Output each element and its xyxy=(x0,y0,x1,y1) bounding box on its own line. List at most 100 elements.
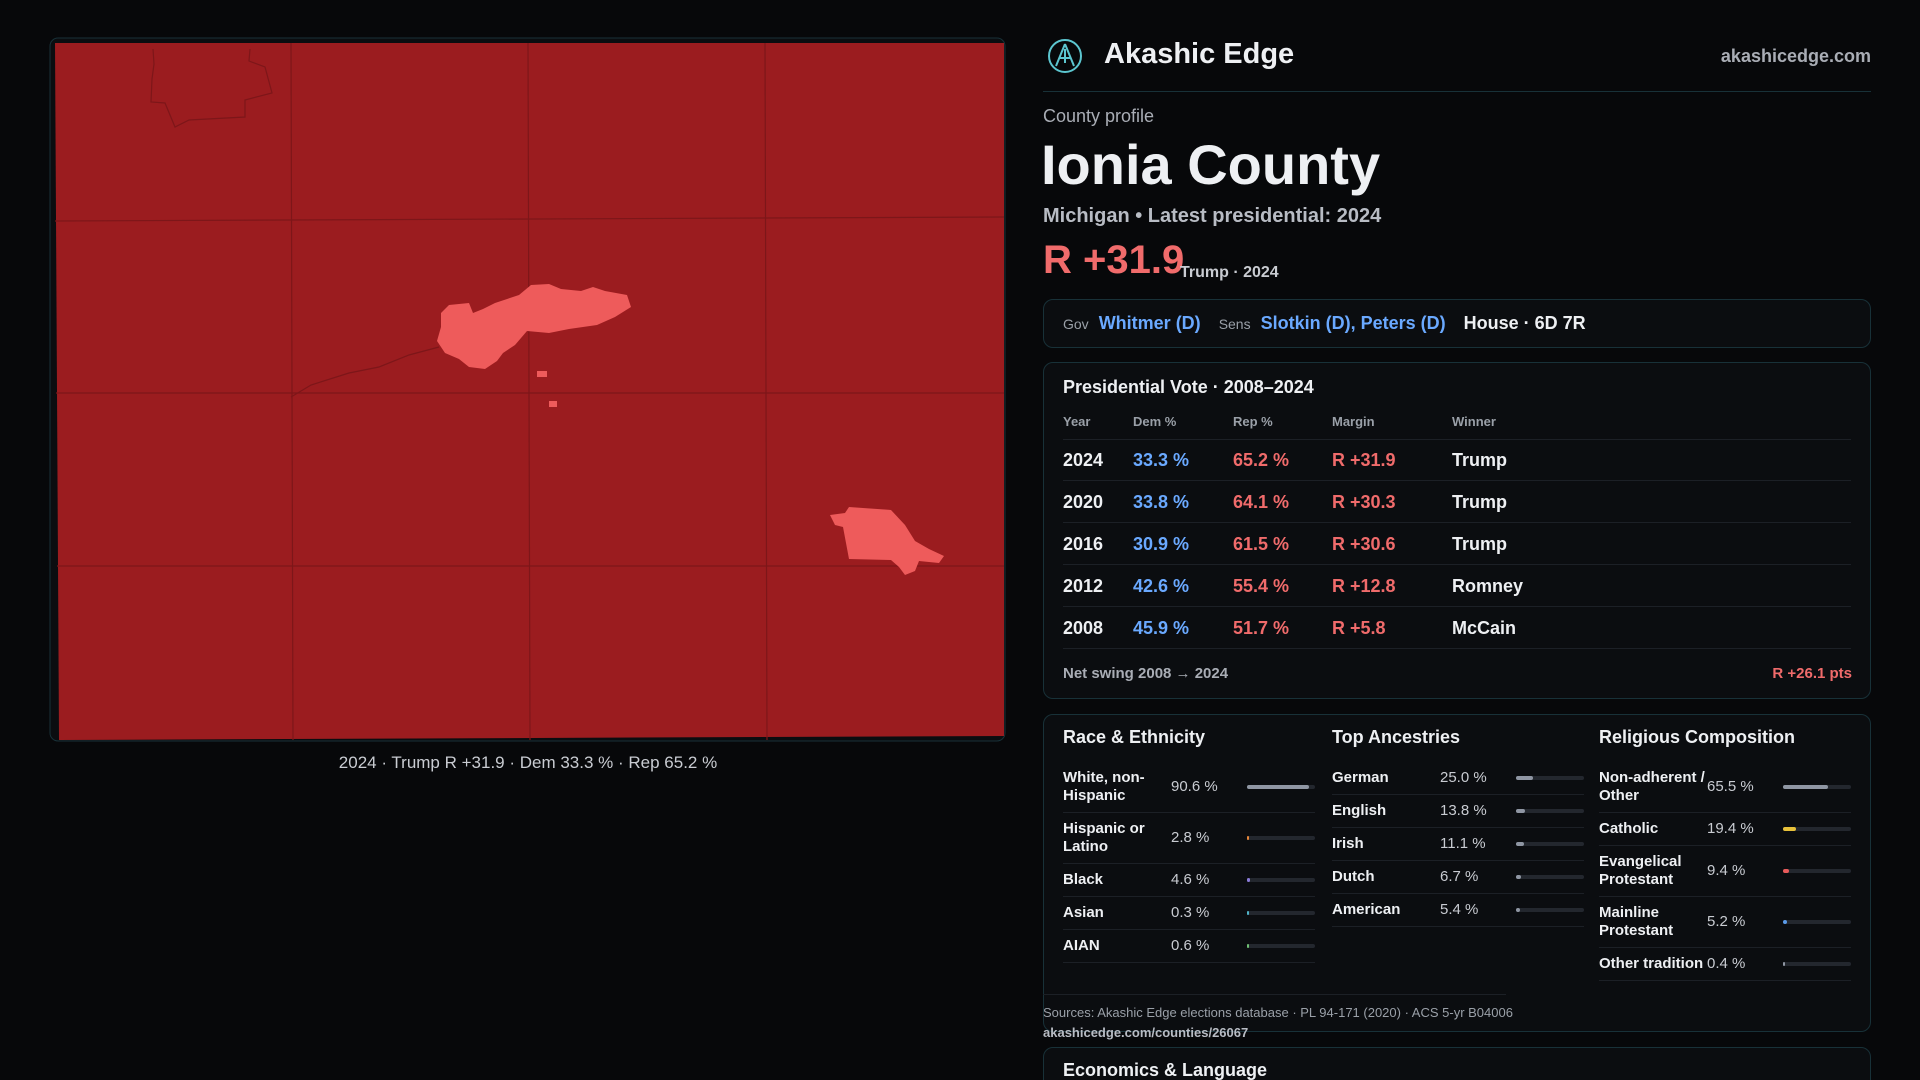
demographic-row: English 13.8 % xyxy=(1332,795,1584,828)
economics-panel: Economics & Language xyxy=(1043,1047,1871,1080)
bar xyxy=(1247,785,1309,789)
column-header: Winner xyxy=(1452,414,1496,429)
row-value: 19.4 % xyxy=(1707,820,1754,837)
table-cell: 30.9 % xyxy=(1133,534,1190,554)
row-label: Hispanic or Latino xyxy=(1063,820,1145,855)
column-header: Rep % xyxy=(1233,414,1273,429)
gov-label: Gov xyxy=(1063,316,1089,332)
demographic-row: Asian 0.3 % xyxy=(1063,897,1315,930)
column-header: Margin xyxy=(1332,414,1375,429)
bar xyxy=(1516,908,1520,912)
column-title: Race & Ethnicity xyxy=(1063,727,1206,747)
bar-track xyxy=(1783,962,1851,966)
bar xyxy=(1516,776,1533,780)
column-title: Top Ancestries xyxy=(1332,727,1461,747)
bar xyxy=(1247,911,1249,915)
table-cell: 45.9 % xyxy=(1133,618,1190,638)
demographic-row: Black 4.6 % xyxy=(1063,864,1315,897)
section-title: Economics & Language xyxy=(1063,1060,1268,1080)
bar xyxy=(1516,875,1521,879)
row-label: Evangelical Protestant xyxy=(1599,853,1682,888)
table-cell: 42.6 % xyxy=(1133,576,1190,596)
bar-track xyxy=(1516,776,1584,780)
row-value: 9.4 % xyxy=(1707,862,1746,879)
map-caption: 2024 · Trump R +31.9 · Dem 33.3 % · Rep … xyxy=(338,753,718,772)
table-cell: R +31.9 xyxy=(1332,450,1396,470)
bar xyxy=(1783,827,1797,831)
sens-label: Sens xyxy=(1218,316,1251,332)
township-lines xyxy=(54,42,1005,741)
table-cell: Trump xyxy=(1452,534,1508,554)
county-url[interactable]: akashicedge.com/counties/26067 xyxy=(1043,1025,1249,1040)
table-cell: R +5.8 xyxy=(1332,618,1386,638)
bar-track xyxy=(1783,785,1851,789)
table-cell: R +30.3 xyxy=(1332,492,1396,512)
row-value: 0.3 % xyxy=(1171,904,1210,921)
bar-track xyxy=(1247,878,1315,882)
sources: Sources: Akashic Edge elections database… xyxy=(1043,1005,1513,1020)
row-value: 65.5 % xyxy=(1707,778,1754,795)
demographic-row: Dutch 6.7 % xyxy=(1332,861,1584,894)
table-cell: 65.2 % xyxy=(1233,450,1290,470)
eyebrow: County profile xyxy=(1043,106,1155,126)
table-cell: 55.4 % xyxy=(1233,576,1290,596)
brand-logo xyxy=(1048,39,1082,73)
bar-track xyxy=(1516,842,1584,846)
demographic-row: Irish 11.1 % xyxy=(1332,828,1584,861)
county-subtitle: Michigan • Latest presidential: 2024 xyxy=(1043,205,1382,227)
row-label: Irish xyxy=(1332,835,1364,852)
demographic-row: Catholic 19.4 % xyxy=(1599,813,1851,846)
bar-track xyxy=(1247,785,1315,789)
table-cell: 64.1 % xyxy=(1233,492,1290,512)
divider xyxy=(1043,91,1871,92)
row-value: 5.4 % xyxy=(1440,901,1479,918)
brand-name: Akashic Edge xyxy=(1104,38,1295,70)
row-label: Non-adherent / Other xyxy=(1599,769,1705,804)
demographic-row: Non-adherent / Other 65.5 % xyxy=(1599,762,1851,813)
column-header: Dem % xyxy=(1133,414,1177,429)
swing-value: R +26.1 pts xyxy=(1772,665,1852,682)
demographic-row: Mainline Protestant 5.2 % xyxy=(1599,897,1851,948)
table-cell: 2020 xyxy=(1063,492,1104,512)
table-cell: 2024 xyxy=(1063,450,1104,470)
row-label: AIAN xyxy=(1063,937,1100,954)
demographic-row: Other tradition 0.4 % xyxy=(1599,948,1851,981)
county-map xyxy=(49,37,1006,742)
table-cell: 2012 xyxy=(1063,576,1104,596)
table-header: Year Dem % Rep % Margin Winner xyxy=(1063,405,1851,440)
bar xyxy=(1247,878,1251,882)
demographic-column: Top Ancestries German 25.0 % English 13.8 % I… xyxy=(1332,724,1584,927)
table-row: 2008 45.9 % 51.7 % R +5.8 McCain xyxy=(1063,607,1851,649)
row-label: English xyxy=(1332,802,1387,819)
row-label: Asian xyxy=(1063,904,1104,921)
governor: Whitmer (D) xyxy=(1098,313,1201,333)
demographic-row: White, non-Hispanic 90.6 % xyxy=(1063,762,1315,813)
senators: Slotkin (D), Peters (D) xyxy=(1260,313,1446,333)
table-cell: 51.7 % xyxy=(1233,618,1290,638)
table-row: 2012 42.6 % 55.4 % R +12.8 Romney xyxy=(1063,565,1851,607)
table-cell: R +12.8 xyxy=(1332,576,1396,596)
bar-track xyxy=(1247,836,1315,840)
bar xyxy=(1783,962,1785,966)
bar-track xyxy=(1247,911,1315,915)
row-value: 5.2 % xyxy=(1707,913,1746,930)
bar xyxy=(1783,785,1828,789)
urban-areas xyxy=(437,284,944,575)
demographic-row: AIAN 0.6 % xyxy=(1063,930,1315,963)
bar-track xyxy=(1783,827,1851,831)
row-value: 2.8 % xyxy=(1171,829,1210,846)
table-row: 2016 30.9 % 61.5 % R +30.6 Trump xyxy=(1063,523,1851,565)
site-link[interactable]: akashicedge.com xyxy=(1720,46,1871,66)
bar xyxy=(1783,869,1790,873)
table-cell: McCain xyxy=(1452,618,1517,638)
bar xyxy=(1247,944,1249,948)
bar-track xyxy=(1516,908,1584,912)
table-cell: 2016 xyxy=(1063,534,1104,554)
row-value: 4.6 % xyxy=(1171,871,1210,888)
table-cell: 2008 xyxy=(1063,618,1104,638)
demographic-column: Race & Ethnicity White, non-Hispanic 90.6 … xyxy=(1063,724,1315,963)
table-cell: Romney xyxy=(1452,576,1524,596)
table-cell: Trump xyxy=(1452,450,1508,470)
bar-track xyxy=(1783,869,1851,873)
column-title: Religious Composition xyxy=(1599,727,1795,747)
